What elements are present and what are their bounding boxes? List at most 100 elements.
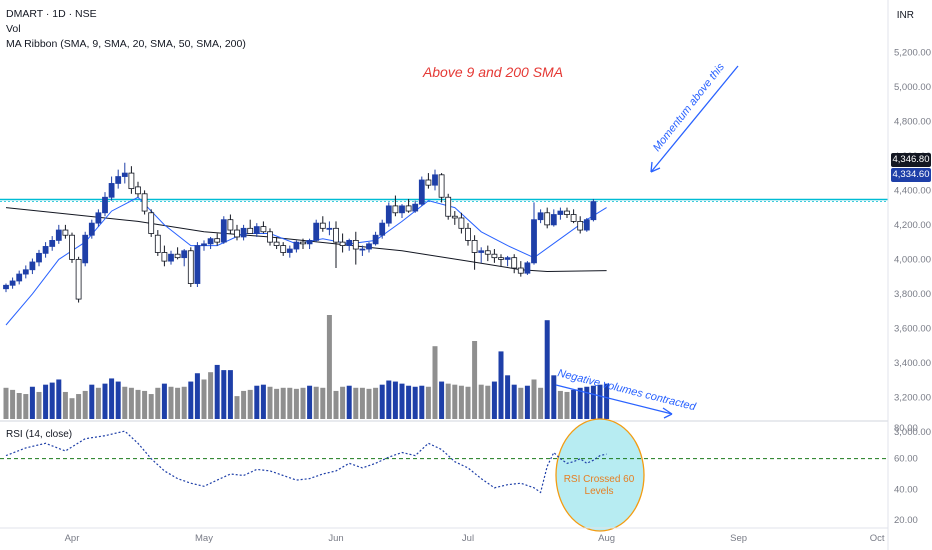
candle-body: [517, 267, 524, 274]
candle-body: [55, 229, 62, 241]
candle: [3, 283, 9, 293]
candle: [220, 216, 227, 244]
candle: [260, 221, 267, 234]
volume-bar: [109, 378, 115, 419]
candle-body: [359, 248, 366, 251]
volume-bar: [524, 385, 530, 419]
time-tick-label: May: [195, 533, 213, 544]
candle: [425, 173, 432, 189]
candle-body: [524, 262, 531, 274]
volume-bars: [3, 315, 610, 419]
volume-bar: [505, 375, 511, 419]
candle-body: [69, 234, 75, 260]
time-tick-label: Jun: [328, 533, 343, 544]
candle-body: [187, 250, 194, 284]
volume-bar: [313, 386, 319, 419]
volume-bar: [564, 391, 570, 419]
volume-bar: [254, 385, 260, 419]
candle-body: [418, 179, 425, 205]
volume-bar: [115, 381, 121, 419]
candle-body: [577, 221, 584, 231]
candle: [385, 202, 392, 227]
volume-bar: [491, 381, 497, 419]
volume-arrowhead: [662, 407, 673, 419]
candle: [484, 245, 491, 262]
volume-indicator-label: Vol: [6, 23, 21, 35]
candle: [564, 207, 570, 218]
volume-bar: [531, 379, 537, 419]
volume-bar: [320, 387, 326, 419]
candle: [286, 245, 293, 258]
candle: [55, 224, 62, 244]
candle-body: [570, 214, 577, 222]
volume-bar: [214, 364, 220, 419]
volume-bar: [267, 386, 273, 419]
candle-body: [583, 219, 590, 231]
candle-body: [425, 179, 432, 186]
price-tick-label: 4,400.00: [894, 185, 931, 196]
volume-bar: [458, 385, 464, 419]
volume-bar: [498, 351, 504, 419]
candle: [128, 166, 135, 194]
volume-bar: [307, 385, 313, 419]
candle-body: [207, 238, 214, 245]
candle-body: [445, 196, 452, 217]
candle: [16, 270, 23, 285]
candle: [141, 190, 148, 215]
candle-body: [293, 241, 300, 250]
rsi-tick-label: 20.00: [894, 515, 918, 526]
volume-bar: [445, 383, 451, 419]
candle-body: [36, 252, 42, 263]
volume-bar: [326, 315, 332, 419]
candle: [253, 223, 260, 237]
volume-bar: [89, 384, 95, 419]
candle: [75, 256, 82, 303]
volume-bar: [366, 388, 372, 419]
candle-body: [62, 229, 69, 236]
volume-bar: [465, 386, 471, 419]
ma-ribbon-label: MA Ribbon (SMA, 9, SMA, 20, SMA, 50, SMA…: [6, 38, 246, 50]
volume-bar: [373, 387, 379, 419]
volume-bar: [280, 387, 286, 419]
volume-bar: [557, 390, 563, 419]
candle: [399, 204, 405, 218]
candle: [531, 202, 537, 265]
candle: [346, 238, 353, 251]
candle: [313, 219, 320, 243]
candle-body: [313, 222, 320, 241]
volume-bar: [260, 384, 266, 419]
volume-bar: [452, 384, 458, 419]
candle-body: [300, 241, 306, 245]
candle-body: [465, 227, 471, 241]
candle-body: [379, 222, 386, 236]
rsi-tick-label: 80.00: [894, 423, 918, 434]
candle-body: [220, 219, 227, 243]
candle: [49, 236, 56, 251]
candle: [366, 242, 372, 253]
volume-bar: [399, 383, 405, 419]
candle-body: [88, 222, 95, 236]
candle: [405, 198, 412, 213]
currency-label: INR: [896, 10, 914, 21]
candle: [372, 231, 379, 246]
volume-bar: [194, 373, 200, 419]
volume-bar: [293, 388, 299, 419]
volume-bar: [227, 370, 233, 419]
annotation-above-sma: Above 9 and 200 SMA: [422, 64, 563, 80]
candle-body: [286, 248, 293, 253]
volume-bar: [142, 390, 148, 419]
candle-body: [253, 226, 260, 234]
candle-body: [82, 234, 89, 264]
candle: [240, 224, 247, 241]
candle: [201, 240, 207, 251]
volume-bar: [538, 387, 544, 419]
momentum-arrowhead: [650, 161, 661, 173]
rsi-line: [5, 430, 607, 494]
volume-bar: [472, 341, 478, 419]
volume-bar: [135, 389, 141, 419]
candle: [504, 255, 511, 267]
candle-body: [537, 212, 544, 221]
candle: [29, 258, 36, 275]
